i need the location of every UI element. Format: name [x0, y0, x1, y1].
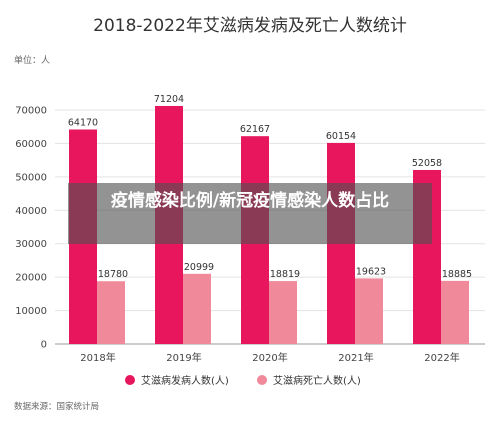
x-tick-label: 2022年: [424, 351, 459, 364]
y-axis-ticks: 0 10000 20000 30000 40000 50000 60000 70000: [15, 106, 47, 351]
bar-deaths: [183, 273, 211, 344]
legend: 艾滋病发病人数(人) 艾滋病死亡人数(人): [125, 374, 361, 387]
data-label: 52058: [412, 158, 442, 169]
data-label: 71204: [154, 94, 184, 105]
legend-label: 艾滋病发病人数(人): [141, 374, 229, 387]
chart-title: 2018-2022年艾滋病发病及死亡人数统计: [93, 16, 407, 36]
y-tick-label: 70000: [15, 106, 47, 117]
overlay-banner: 疫情感染比例/新冠疫情感染人数占比: [68, 183, 432, 244]
x-axis-ticks: 2018年 2019年 2020年 2021年 2022年: [80, 351, 459, 364]
source-note: 数据来源：国家统计局: [14, 401, 99, 412]
y-tick-label: 30000: [15, 239, 47, 250]
data-label: 18885: [442, 269, 472, 280]
data-label: 19623: [356, 266, 386, 277]
y-tick-label: 0: [41, 340, 47, 351]
bar-deaths: [441, 280, 469, 344]
y-tick-label: 40000: [15, 206, 47, 217]
y-tick-label: 20000: [15, 273, 47, 284]
x-tick-label: 2020年: [252, 351, 287, 364]
legend-marker: [257, 375, 267, 385]
x-tick-label: 2019年: [166, 351, 201, 364]
legend-label: 艾滋病死亡人数(人): [273, 374, 361, 387]
x-tick-label: 2021年: [338, 351, 373, 364]
legend-marker: [125, 375, 135, 385]
overlay-text: 疫情感染比例/新冠疫情感染人数占比: [110, 191, 390, 211]
bar-deaths: [269, 281, 297, 344]
data-label: 62167: [240, 124, 270, 135]
y-tick-label: 60000: [15, 139, 47, 150]
x-tick-label: 2018年: [80, 351, 115, 364]
unit-label: 单位：人: [14, 54, 50, 66]
bar-deaths: [97, 281, 125, 344]
data-label: 60154: [326, 131, 356, 142]
data-label: 18780: [98, 269, 128, 280]
y-tick-label: 50000: [15, 172, 47, 183]
bar-deaths: [355, 278, 383, 344]
data-label: 20999: [184, 262, 214, 273]
data-label: 18819: [270, 269, 300, 280]
data-label: 64170: [68, 117, 98, 128]
y-tick-label: 10000: [15, 306, 47, 317]
